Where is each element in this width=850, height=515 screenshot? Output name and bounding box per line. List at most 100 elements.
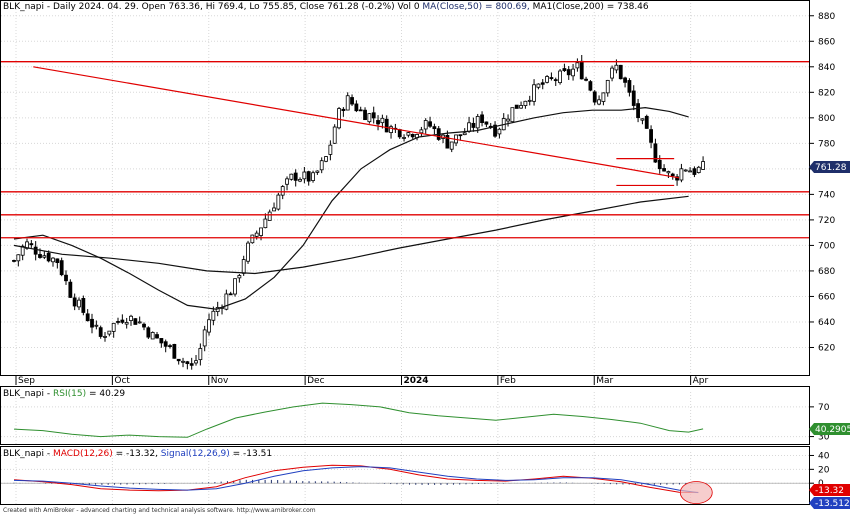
candle bbox=[155, 331, 159, 339]
candle bbox=[237, 274, 242, 283]
trend-line bbox=[33, 66, 680, 179]
rsi-header-prefix: BLK_napi - bbox=[3, 389, 53, 399]
candle-body bbox=[233, 278, 237, 295]
candle bbox=[337, 106, 341, 130]
candle bbox=[653, 138, 658, 163]
candle-body bbox=[523, 100, 528, 106]
candle-body bbox=[176, 358, 181, 362]
candle-body bbox=[675, 176, 679, 181]
candle bbox=[272, 202, 276, 212]
candle-body bbox=[124, 322, 129, 325]
candle bbox=[389, 124, 393, 139]
candle-body bbox=[90, 318, 94, 328]
candle bbox=[384, 115, 389, 133]
candle-body bbox=[189, 363, 194, 366]
candle-body bbox=[701, 161, 705, 170]
candle-body bbox=[636, 103, 640, 119]
candle bbox=[168, 343, 172, 349]
candle-body bbox=[376, 120, 380, 125]
candle-body bbox=[605, 79, 610, 94]
candle-body bbox=[98, 327, 103, 337]
candle bbox=[636, 98, 640, 123]
candle bbox=[480, 111, 484, 127]
y-tick-label: 880 bbox=[818, 12, 835, 22]
price-header: BLK_napi - Daily 2024. 04. 29. Open 763.… bbox=[3, 2, 649, 12]
candle bbox=[527, 95, 532, 106]
candle-body bbox=[480, 114, 484, 123]
candle-body bbox=[588, 81, 593, 91]
candle-body bbox=[38, 254, 42, 258]
candle-body bbox=[211, 310, 216, 321]
candle bbox=[64, 270, 68, 285]
candle bbox=[12, 259, 16, 263]
rsi-header-name: RSI(15) bbox=[53, 389, 86, 399]
candle bbox=[441, 133, 445, 144]
candle-body bbox=[306, 171, 311, 182]
candle-body bbox=[55, 258, 60, 264]
candle bbox=[94, 320, 99, 330]
candle bbox=[575, 58, 580, 72]
candle bbox=[116, 317, 120, 325]
candle bbox=[536, 83, 541, 90]
price-header-prefix: BLK_napi - Daily 2024. 04. 29. Open 763.… bbox=[3, 2, 422, 12]
candle bbox=[176, 358, 181, 365]
candle-body bbox=[280, 186, 285, 196]
candle bbox=[150, 331, 155, 340]
candle bbox=[675, 174, 679, 186]
candle bbox=[328, 140, 333, 161]
candle-body bbox=[85, 313, 90, 322]
candle-body bbox=[46, 252, 51, 262]
candle-body bbox=[506, 118, 510, 122]
candle-body bbox=[445, 135, 450, 149]
candle-body bbox=[302, 171, 307, 180]
candle-body bbox=[311, 172, 315, 181]
candle-body bbox=[432, 126, 437, 130]
candle-body bbox=[202, 329, 207, 347]
candle bbox=[81, 295, 86, 316]
candle bbox=[545, 75, 549, 84]
candle bbox=[302, 166, 307, 184]
candle bbox=[449, 141, 454, 153]
candle-body bbox=[575, 62, 580, 69]
candle-body bbox=[389, 126, 393, 134]
rsi-pane-frame bbox=[0, 386, 810, 445]
candle bbox=[701, 156, 705, 170]
candle bbox=[592, 90, 597, 106]
candle-body bbox=[493, 124, 497, 137]
candle-body bbox=[475, 116, 480, 129]
candle bbox=[133, 318, 138, 325]
candle bbox=[493, 121, 497, 138]
candle-body bbox=[358, 109, 363, 112]
candle bbox=[666, 170, 671, 179]
candle-body bbox=[337, 108, 341, 129]
candle bbox=[623, 76, 627, 88]
macd-line bbox=[13, 464, 699, 493]
candle bbox=[129, 314, 133, 326]
candle bbox=[566, 66, 571, 80]
candle bbox=[376, 115, 380, 131]
y-tick-label: 720 bbox=[818, 216, 835, 226]
candle-body bbox=[627, 80, 632, 93]
candle-body bbox=[250, 234, 255, 244]
rsi-header-value: = 40.29 bbox=[86, 389, 125, 399]
candle-body bbox=[16, 254, 21, 262]
candle-body bbox=[462, 132, 467, 136]
candle-body bbox=[324, 156, 328, 162]
candle-body bbox=[679, 168, 684, 181]
candle-body bbox=[159, 338, 164, 344]
candle bbox=[345, 92, 350, 111]
candle bbox=[467, 116, 471, 133]
month-label: Mar bbox=[596, 376, 613, 386]
candle bbox=[315, 170, 320, 175]
candle bbox=[189, 357, 194, 370]
candle-body bbox=[458, 134, 463, 137]
candle-body bbox=[293, 172, 298, 181]
y-tick-label: 70 bbox=[818, 403, 830, 413]
candle-body bbox=[198, 348, 203, 361]
candle-body bbox=[683, 169, 688, 172]
candle bbox=[42, 251, 47, 260]
candle bbox=[120, 314, 125, 325]
candle bbox=[662, 164, 666, 172]
candle-body bbox=[228, 293, 233, 296]
candle bbox=[198, 343, 203, 366]
